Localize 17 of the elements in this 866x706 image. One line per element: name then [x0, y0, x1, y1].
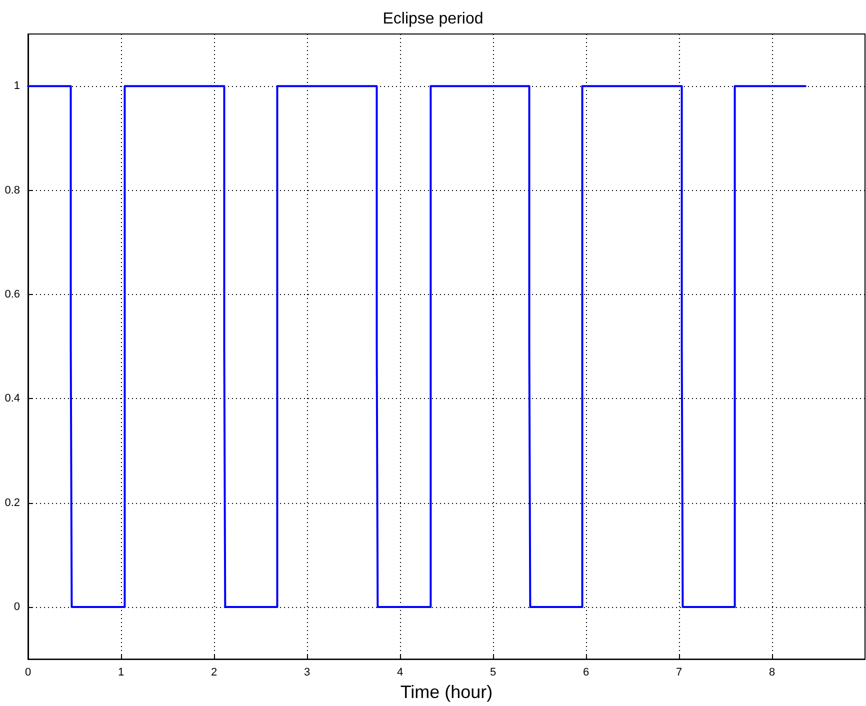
y-tick-label: 0 [14, 601, 20, 614]
x-tick-label: 0 [24, 666, 32, 679]
x-axis-title: Time (hour) [400, 682, 493, 702]
chart-title: Eclipse period [382, 10, 484, 28]
y-tick-label: 0.8 [4, 184, 20, 196]
x-tick-label: 5 [490, 666, 496, 679]
y-tick-label: 0.4 [4, 392, 20, 405]
x-tick-label: 6 [582, 666, 590, 679]
x-tick-label: 2 [210, 666, 218, 679]
y-tick-label: 0.2 [4, 496, 20, 509]
x-tick-label: 4 [396, 666, 404, 679]
x-tick-label: 1 [118, 666, 124, 679]
y-tick-label: 1 [14, 80, 20, 92]
x-tick-label: 8 [768, 666, 776, 679]
x-tick-label: 3 [304, 666, 310, 679]
y-tick-label: 0.6 [4, 288, 20, 300]
x-tick-label: 7 [676, 666, 682, 679]
